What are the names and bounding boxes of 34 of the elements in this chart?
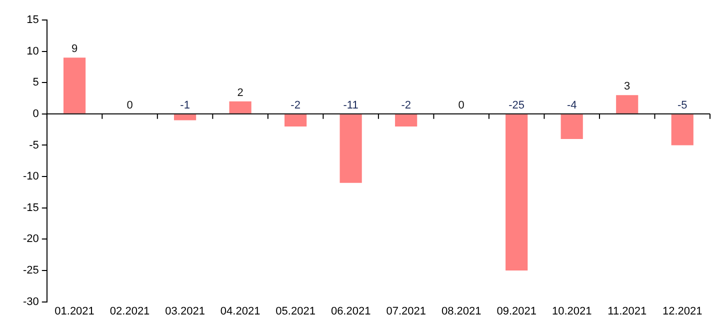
- y-tick-label: -20: [22, 233, 39, 246]
- data-label: -11: [343, 99, 358, 112]
- x-tick-label: 09.2021: [496, 305, 536, 318]
- x-tick-label: 12.2021: [662, 305, 702, 318]
- y-tick-label: 10: [26, 45, 39, 58]
- x-tick-label: 08.2021: [441, 305, 482, 318]
- data-label: 9: [71, 43, 78, 56]
- y-tick-label: 15: [26, 14, 39, 26]
- x-tick-label: 04.2021: [220, 305, 260, 318]
- x-tick-label: 05.2021: [276, 305, 316, 318]
- y-tick-label: 5: [32, 76, 39, 89]
- data-label: 0: [458, 99, 464, 112]
- y-tick-label: -30: [22, 296, 39, 308]
- y-tick-label: -5: [29, 139, 39, 152]
- data-label: 2: [237, 86, 244, 99]
- data-label: -25: [508, 99, 525, 112]
- data-label: -2: [401, 99, 411, 112]
- y-tick-label: -10: [22, 170, 39, 183]
- x-tick-label: 03.2021: [165, 305, 205, 318]
- x-tick-label: 02.2021: [110, 305, 150, 318]
- data-label: 0: [126, 99, 133, 112]
- data-label: -2: [290, 99, 300, 112]
- data-label: 3: [624, 80, 630, 93]
- x-tick-label: 10.2021: [552, 305, 592, 318]
- x-tick-label: 01.2021: [54, 305, 94, 318]
- y-tick-label: -25: [22, 264, 39, 277]
- data-label: -1: [180, 99, 190, 112]
- y-tick-label: -15: [22, 202, 39, 214]
- data-label: -4: [566, 99, 577, 112]
- x-tick-label: 06.2021: [330, 305, 371, 318]
- data-label: -5: [677, 99, 688, 112]
- y-tick-label: 0: [32, 108, 39, 120]
- x-tick-label: 11.2021: [608, 305, 647, 318]
- x-tick-label: 07.2021: [386, 305, 426, 318]
